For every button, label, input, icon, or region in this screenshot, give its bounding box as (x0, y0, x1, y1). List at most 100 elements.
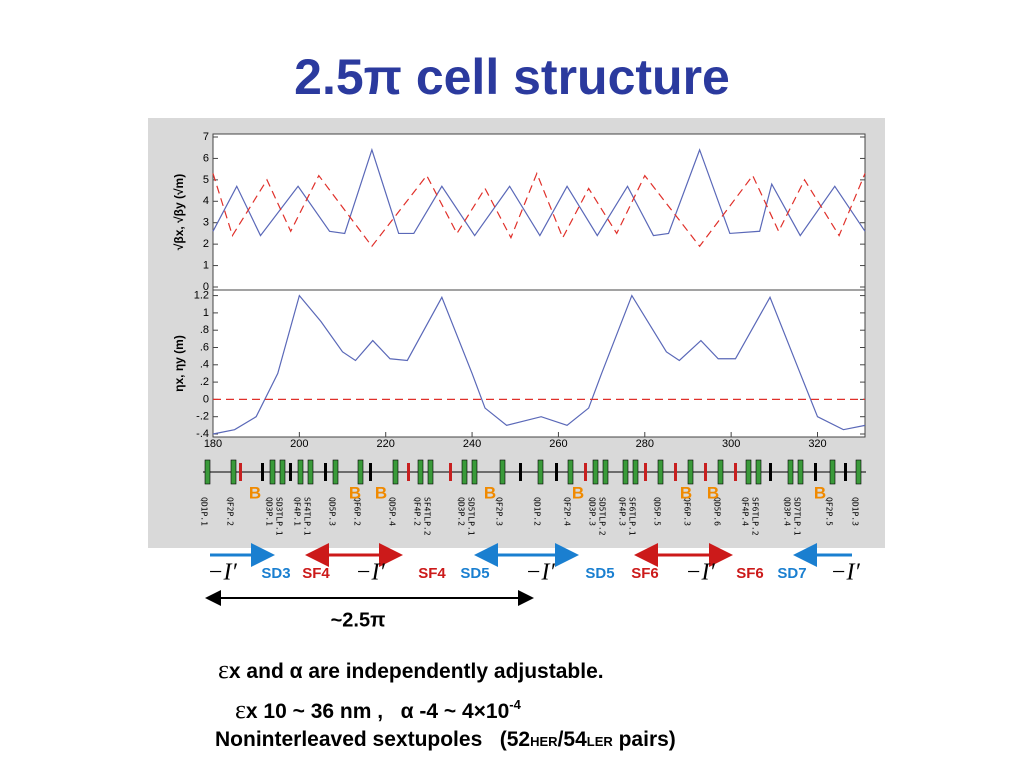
note: Noninterleaved sextupoles (52HER/54LER p… (215, 728, 676, 752)
bend-label: B (375, 483, 387, 502)
pair-label: −I′ (525, 560, 555, 586)
element-label: QF2P.5 (825, 497, 834, 526)
magnet (644, 463, 647, 481)
bend-label: B (707, 483, 719, 502)
element-label: SD5TLP.1 (467, 497, 476, 536)
magnet (745, 459, 752, 485)
bend-label: B (572, 483, 584, 502)
magnet (567, 459, 574, 485)
magnet (307, 459, 314, 485)
magnet (471, 459, 478, 485)
note: εx and α are independently adjustable. (218, 655, 604, 685)
magnet (844, 463, 847, 481)
note-text: ε (218, 655, 229, 684)
element-label: SD7TLP.1 (793, 497, 802, 536)
bend-label: B (680, 483, 692, 502)
magnet (417, 459, 424, 485)
magnet (461, 459, 468, 485)
element-label: QF4P.2 (413, 497, 422, 526)
pair-label: SD5 (585, 565, 614, 582)
y-tick-label: 5 (203, 174, 209, 186)
x-tick-label: 300 (722, 438, 740, 450)
element-label: QD5P.3 (328, 497, 337, 526)
note-text: pairs) (612, 728, 676, 751)
pair-label: SF4 (418, 565, 446, 582)
slide-title: 2.5π cell structure (294, 49, 730, 105)
magnet (392, 459, 399, 485)
magnet (674, 463, 677, 481)
magnet (602, 459, 609, 485)
element-label: SD3TLP.1 (275, 497, 284, 536)
element-label: QF2P.4 (563, 497, 572, 526)
magnet (814, 463, 817, 481)
element-label: QF4P.1 (293, 497, 302, 526)
magnet (717, 459, 724, 485)
magnet (289, 463, 292, 481)
note-text: -4 (509, 697, 521, 712)
y-tick-label: .8 (200, 324, 209, 336)
y-tick-label: 6 (203, 152, 209, 164)
y-tick-label: 4 (203, 195, 209, 207)
x-tick-label: 200 (290, 438, 308, 450)
element-label: SD5TLP.2 (598, 497, 607, 536)
magnet (204, 459, 211, 485)
x-tick-label: 240 (463, 438, 481, 450)
magnet (407, 463, 410, 481)
element-label: SF6TLP.1 (628, 497, 637, 536)
element-label: QD3P.1 (265, 497, 274, 526)
magnet (324, 463, 327, 481)
magnet (499, 459, 506, 485)
element-label: SF6TLP.2 (751, 497, 760, 536)
y-tick-label: .6 (200, 341, 209, 353)
note-text: Noninterleaved sextupoles (52 (215, 728, 531, 751)
element-label: QD5P.6 (713, 497, 722, 526)
y-tick-label: -.2 (196, 411, 209, 423)
magnet (297, 459, 304, 485)
y-tick-label: -.4 (196, 428, 209, 440)
y-tick-label: 1 (203, 307, 209, 319)
note-text: LER (586, 734, 613, 749)
magnet (787, 459, 794, 485)
element-label: QD3P.2 (457, 497, 466, 526)
magnet (632, 459, 639, 485)
magnet (622, 459, 629, 485)
element-label: QF6P.2 (353, 497, 362, 526)
magnet (519, 463, 522, 481)
element-label: QF2P.2 (226, 497, 235, 526)
magnet (449, 463, 452, 481)
y-axis-label: √βx, √βy (√m) (172, 174, 186, 250)
pair-label: −I′ (830, 560, 860, 586)
y-axis-label: ηx, ηy (m) (172, 335, 186, 392)
note-text: ε (235, 695, 246, 724)
note-text: x and α are independently adjustable. (228, 660, 604, 683)
y-tick-label: 1.2 (194, 290, 209, 302)
magnet (829, 459, 836, 485)
element-label: SF4TLP.2 (423, 497, 432, 536)
magnet (230, 459, 237, 485)
pair-label: SF6 (736, 565, 764, 582)
pair-label: −I′ (207, 560, 237, 586)
y-tick-label: .4 (200, 359, 209, 371)
pair-label: SD7 (777, 565, 806, 582)
pair-label: −I′ (355, 560, 385, 586)
x-tick-label: 260 (549, 438, 567, 450)
x-tick-label: 320 (808, 438, 826, 450)
x-tick-label: 180 (204, 438, 222, 450)
magnet (427, 459, 434, 485)
element-label: QD3P.3 (588, 497, 597, 526)
y-tick-label: 0 (203, 393, 209, 405)
note-text: /54 (557, 728, 587, 751)
magnet (269, 459, 276, 485)
magnet (704, 463, 707, 481)
plot-area (212, 289, 866, 438)
data-line (212, 171, 866, 248)
magnet (592, 459, 599, 485)
bend-label: B (249, 483, 261, 502)
element-label: QF4P.4 (741, 497, 750, 526)
magnet (797, 459, 804, 485)
magnet (555, 463, 558, 481)
magnet (755, 459, 762, 485)
magnet (657, 459, 664, 485)
